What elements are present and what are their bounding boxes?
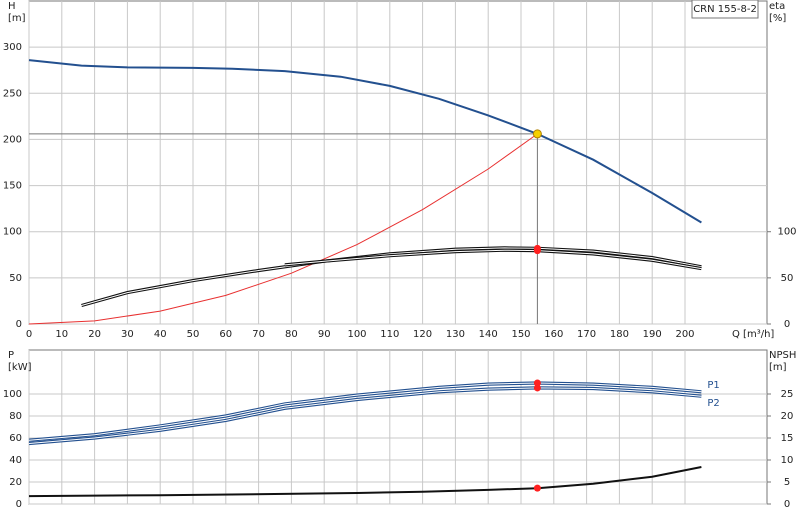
y-axis-label: P (8, 350, 14, 361)
x-tick-label: 160 (544, 329, 563, 340)
y-tick-label: 150 (3, 181, 22, 192)
x-tick-label: 50 (187, 329, 200, 340)
x-tick-label: 10 (55, 329, 68, 340)
operating-point (533, 484, 541, 492)
y2-tick-label: 100 (777, 227, 796, 238)
curve (28, 133, 538, 325)
y-axis-label: H (8, 1, 16, 12)
y2-tick-label: 5 (784, 477, 790, 488)
curve-inner (28, 387, 702, 444)
curve (28, 466, 702, 498)
x-tick-label: 200 (675, 329, 694, 340)
series-label: P2 (707, 398, 719, 409)
y2-tick-label: 0 (784, 499, 790, 510)
y2-tick-label: 50 (781, 273, 794, 284)
y2-axis-label: NPSH (769, 350, 796, 361)
x-tick-label: 130 (446, 329, 465, 340)
plot-frame (28, 0, 768, 325)
x-tick-label: 140 (479, 329, 498, 340)
series-label: P1 (707, 380, 719, 391)
curve-inner (284, 249, 702, 270)
y-tick-label: 250 (3, 88, 22, 99)
x-tick-label: 0 (26, 329, 32, 340)
curve-inner (28, 382, 702, 441)
operating-point (533, 384, 541, 392)
x-tick-label: 120 (413, 329, 432, 340)
y2-tick-label: 25 (781, 389, 794, 400)
y2-axis-label: [%] (769, 13, 786, 24)
y-tick-label: 100 (3, 227, 22, 238)
annotation: CRN 155-8-2 (693, 4, 757, 15)
y-tick-label: 300 (3, 42, 22, 53)
x-tick-label: 80 (285, 329, 298, 340)
curve (28, 381, 702, 442)
x-tick-label: 190 (643, 329, 662, 340)
x-tick-label: 90 (318, 329, 331, 340)
x-tick-label: 40 (154, 329, 167, 340)
y-tick-label: 60 (9, 433, 22, 444)
x-tick-label: 110 (380, 329, 399, 340)
y-tick-label: 80 (9, 411, 22, 422)
y-tick-label: 100 (3, 389, 22, 400)
y2-tick-label: 15 (781, 433, 794, 444)
annotation-box (691, 0, 759, 19)
y2-axis-label: eta (769, 1, 785, 12)
y2-tick-label: 0 (784, 319, 790, 330)
duty-point (532, 129, 542, 139)
x-tick-label: 180 (610, 329, 629, 340)
y-tick-label: 200 (3, 134, 22, 145)
y-axis-label: [m] (8, 13, 26, 24)
x-tick-label: 150 (511, 329, 530, 340)
x-tick-label: 20 (88, 329, 101, 340)
y-tick-label: 40 (9, 455, 22, 466)
y-tick-label: 0 (16, 499, 22, 510)
y2-tick-label: 20 (781, 411, 794, 422)
curve (28, 59, 702, 224)
x-tick-label: 70 (252, 329, 265, 340)
y-tick-label: 20 (9, 477, 22, 488)
operating-point (533, 247, 541, 255)
x-tick-label: 100 (347, 329, 366, 340)
x-tick-label: 30 (121, 329, 134, 340)
y-axis-label: [kW] (8, 362, 32, 373)
y2-axis-label: [m] (769, 362, 787, 373)
x-axis-label: Q [m³/h] (732, 329, 774, 340)
operating-point (533, 379, 541, 387)
x-tick-label: 170 (577, 329, 596, 340)
x-tick-label: 60 (219, 329, 232, 340)
curve-inner (81, 247, 702, 306)
plot-frame (28, 349, 768, 505)
y2-tick-label: 10 (781, 455, 794, 466)
y-tick-label: 50 (9, 273, 22, 284)
y-tick-label: 0 (16, 319, 22, 330)
